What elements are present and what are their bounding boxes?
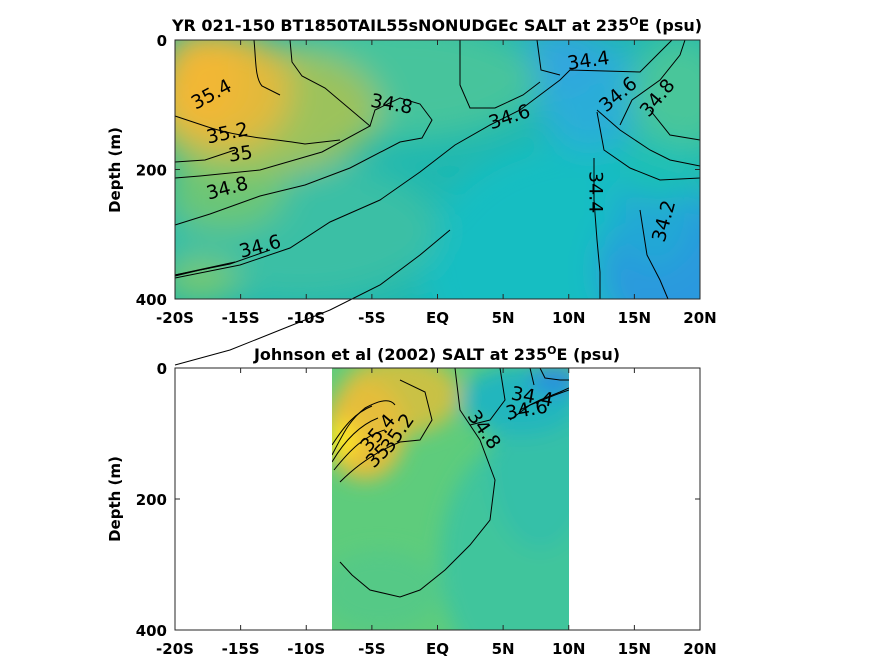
top-y-tick-label: 400	[136, 291, 167, 309]
top-x-tick-label: -5S	[358, 309, 385, 327]
bottom-y-axis-label: Depth (m)	[106, 456, 124, 542]
top-x-tick-label: 15N	[618, 309, 651, 327]
bottom-x-tick-label: -10S	[287, 640, 325, 656]
bottom-y-ticks: 0 200 400	[136, 360, 700, 640]
bottom-x-tick-label: 5N	[492, 640, 515, 656]
bottom-chart-title: Johnson et al (2002) SALT at 235OE (psu)	[253, 344, 620, 364]
top-x-tick-label: -20S	[156, 309, 194, 327]
top-x-tick-label: 20N	[683, 309, 716, 327]
bottom-x-tick-label: -20S	[156, 640, 194, 656]
bottom-contour-lines	[332, 368, 569, 598]
bottom-x-tick-label: -15S	[222, 640, 260, 656]
top-y-tick-label: 200	[136, 162, 167, 180]
bottom-x-ticks: -20S -15S -10S -5S EQ 5N 10N 15N 20N	[156, 368, 717, 656]
top-x-tick-label: EQ	[426, 309, 449, 327]
top-y-axis-label: Depth (m)	[106, 127, 124, 213]
top-x-ticks: -20S -15S -10S -5S EQ 5N 10N 15N 20N	[156, 40, 717, 327]
bottom-y-tick-label: 400	[136, 622, 167, 640]
top-contour-lines	[174, 39, 701, 366]
bottom-missing-data-right	[569, 369, 699, 630]
bottom-x-tick-label: EQ	[426, 640, 449, 656]
bottom-x-tick-label: 20N	[683, 640, 716, 656]
top-x-tick-label: -15S	[222, 309, 260, 327]
top-y-tick-label: 0	[157, 32, 167, 50]
bottom-missing-data-left	[176, 369, 332, 630]
bottom-panel: Johnson et al (2002) SALT at 235OE (psu)	[106, 344, 717, 656]
bottom-x-tick-label: 15N	[618, 640, 651, 656]
top-contour-label: 34.4	[585, 171, 607, 213]
bottom-y-tick-label: 0	[157, 360, 167, 378]
bottom-y-tick-label: 200	[136, 491, 167, 509]
top-x-tick-label: 10N	[552, 309, 585, 327]
bottom-x-tick-label: 10N	[552, 640, 585, 656]
bottom-salinity-field	[332, 368, 569, 630]
top-panel: YR 021-150 BT1850TAIL55sNONUDGEc SALT at…	[106, 15, 717, 366]
top-contour-label: 35	[227, 142, 254, 167]
top-x-tick-label: 5N	[492, 309, 515, 327]
top-y-ticks: 0 200 400	[136, 32, 700, 309]
top-chart-title: YR 021-150 BT1850TAIL55sNONUDGEc SALT at…	[171, 15, 702, 35]
bottom-x-tick-label: -5S	[358, 640, 385, 656]
top-x-tick-label: -10S	[287, 309, 325, 327]
